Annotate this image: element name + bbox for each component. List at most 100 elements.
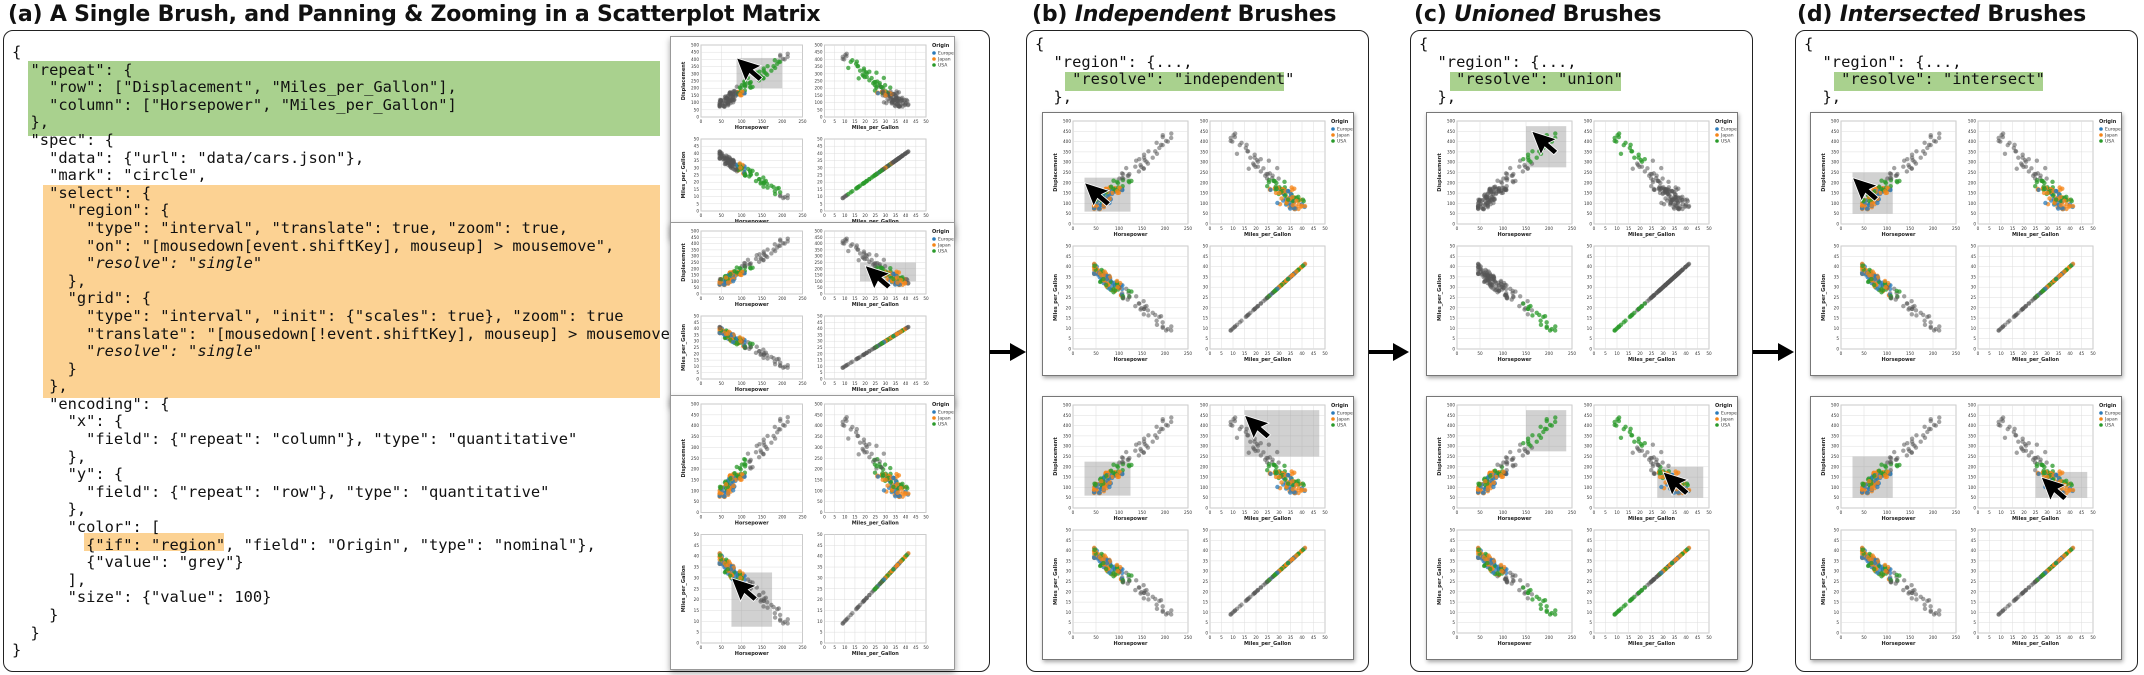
x-tick-label: 0	[1456, 226, 1459, 231]
x-tick-label: 0	[1209, 351, 1212, 356]
scatter-cell[interactable]: 0 5 10 15 20 25 30 35 40 45 5005101520253035404550…	[817, 314, 929, 394]
code-line: "region": {...,	[1035, 52, 1193, 71]
scatter-cell[interactable]: 0 5 10 15 20 25 30 35 40 45 5005101520253035404550…	[1203, 528, 1328, 648]
scatter-cell[interactable]: 0 50 100 150 200 2500501001502002503003504004…	[681, 43, 807, 132]
y-tick-label: 0	[696, 209, 699, 214]
scatter-cell[interactable]: 0 5 10 15 20 25 30 35 40 45 5005010015020025030035…	[1200, 119, 1328, 239]
arrow-b-to-c-head	[1393, 343, 1409, 361]
splom-svg[interactable]: 0 50 100 150 200 2500501001502002503003504004…	[671, 396, 954, 669]
data-point	[778, 237, 783, 242]
x-tick-label: 0	[1209, 635, 1212, 640]
data-point	[747, 459, 752, 464]
scatter-cell[interactable]: 0 50 100 150 200 2500501001502002503003504004…	[1437, 119, 1576, 239]
legend-swatch	[1715, 127, 1719, 131]
splom-svg[interactable]: 0 50 100 150 200 2500501001502002503003504004…	[1427, 397, 1737, 659]
scatter-cell[interactable]: 0 5 10 15 20 25 30 35 40 45 5005101520253035404550…	[817, 137, 929, 226]
scatter-cell[interactable]: 0 5 10 15 20 25 30 35 40 45 5005010015020025030035…	[1584, 403, 1712, 523]
scatter-cell[interactable]: 0 5 10 15 20 25 30 35 40 45 5005010015020025030035…	[1200, 403, 1328, 523]
scatter-cell[interactable]: 0 5 10 15 20 25 30 35 40 45 5005101520253035404550…	[817, 532, 929, 657]
scatter-cell[interactable]: 0 5 10 15 20 25 30 35 40 45 5005010015020025030035…	[815, 402, 929, 527]
data-point	[717, 150, 723, 156]
splom-svg[interactable]: 0 50 100 150 200 2500501001502002503003504004…	[1427, 113, 1737, 375]
y-tick-label: 250	[691, 456, 699, 461]
data-point	[879, 465, 884, 470]
scatter-cell[interactable]: 0 50 100 150 200 2500501001502002503003504004…	[1053, 119, 1192, 239]
data-point	[1255, 159, 1261, 164]
data-point	[771, 64, 776, 69]
splom-svg[interactable]: 0 50 100 150 200 2500501001502002503003504004…	[671, 37, 954, 237]
data-point	[753, 256, 759, 262]
x-tick-label: 25	[873, 119, 879, 124]
data-point	[717, 561, 722, 566]
y-tick-label: 10	[817, 364, 823, 369]
section-c-emphasis: Unioned	[1454, 2, 1556, 27]
splom-c-bottom[interactable]: 0 50 100 150 200 250 0 50 100 150 200 250 300 350 400 4…	[1426, 396, 1738, 660]
data-point	[1141, 312, 1147, 317]
splom-svg[interactable]: 0 50 100 150 200 2500501001502002503003504004…	[671, 223, 954, 405]
y-tick-label: 0	[1205, 631, 1208, 636]
data-point	[1283, 476, 1288, 481]
scatter-cell[interactable]: 0 5 10 15 20 25 30 35 40 45 5005010015020025030035…	[1584, 119, 1712, 239]
scatter-cell[interactable]: 0 50 100 150 200 2500501001502002503003504004…	[1053, 403, 1192, 523]
data-point	[717, 325, 723, 331]
scatter-cell[interactable]: 05010015020025005101520253035404550Horse…	[681, 137, 807, 226]
x-tick-label: 40	[1683, 351, 1689, 356]
y-tick-label: 250	[691, 260, 699, 265]
x-tick-label: 30	[883, 515, 889, 520]
y-tick-label: 200	[1584, 464, 1592, 469]
y-tick-label: 25	[1203, 579, 1209, 584]
x-tick-label: 50	[1477, 226, 1483, 231]
data-point	[743, 82, 748, 88]
data-point	[1137, 440, 1142, 446]
y-tick-label: 150	[691, 93, 699, 98]
data-point	[1649, 184, 1654, 189]
data-point	[1547, 328, 1553, 333]
data-point	[1264, 176, 1270, 181]
data-point	[748, 579, 753, 585]
x-tick-label: 50	[923, 213, 929, 218]
y-tick-label: 45	[1203, 254, 1209, 259]
data-point	[1509, 297, 1514, 302]
splom-svg[interactable]: 0 50 100 150 200 2500501001502002503003504004…	[1043, 397, 1353, 659]
splom-a-original[interactable]: 0 50 100 150 200 250 0 50 100 150 200 250 300 350 400 4…	[670, 36, 955, 238]
scatter-cell[interactable]: 0 5 10 15 20 25 30 35 40 45 5005101520253035404550…	[1587, 244, 1712, 364]
scatter-cell[interactable]: 0 5 10 15 20 25 30 35 40 45 5005101520253035404550…	[1203, 244, 1328, 364]
splom-a-brushed[interactable]: 0 50 100 150 200 250 0 50 100 150 200 250 300 350 400 4…	[670, 222, 955, 406]
splom-c-top[interactable]: 0 50 100 150 200 250 0 50 100 150 200 250 300 350 400 4…	[1426, 112, 1738, 376]
y-tick-label: 0	[696, 377, 699, 382]
scatter-cell[interactable]: 0 5 10 15 20 25 30 35 40 45 5005010015020025030035…	[815, 43, 929, 132]
data-point	[1248, 310, 1253, 316]
data-point	[1542, 426, 1548, 432]
y-tick-label: 15	[1066, 316, 1072, 321]
x-tick-label: 100	[738, 381, 746, 386]
splom-b-bottom[interactable]: 0 50 100 150 200 250 0 50 100 150 200 250 300 350 400 4…	[1042, 396, 1354, 660]
data-point	[1495, 470, 1500, 475]
data-point	[1141, 298, 1146, 304]
x-tick-label: 5	[833, 515, 836, 520]
y-tick-label: 400	[691, 241, 699, 246]
data-point	[1117, 469, 1122, 474]
x-tick-label: 30	[1276, 635, 1282, 640]
x-tick-label: 5	[1220, 635, 1223, 640]
data-point	[1273, 190, 1279, 196]
splom-a-zoomed[interactable]: 0 50 100 150 200 250 0 50 100 150 200 250 300 350 400 4…	[670, 395, 955, 670]
data-point	[1107, 196, 1112, 202]
data-point	[881, 257, 887, 263]
scatter-cell[interactable]: 0 5 10 15 20 25 30 35 40 45 5005010015020025030035…	[815, 229, 929, 309]
x-axis-label: Miles_per_Gallon	[1628, 516, 1676, 522]
data-point	[855, 433, 861, 439]
data-point	[1255, 587, 1261, 593]
scatter-cell[interactable]: 0 50 100 150 200 2500501001502002503003504004…	[681, 229, 807, 309]
splom-b-top[interactable]: 0 50 100 150 200 250 0 50 100 150 200 250 300 350 400 4…	[1042, 112, 1354, 376]
splom-svg[interactable]: 0 50 100 150 200 2500501001502002503003504004…	[1043, 113, 1353, 375]
scatter-cell[interactable]: 0 50 100 150 200 2500501001502002503003504004…	[681, 402, 807, 527]
data-point	[777, 612, 783, 618]
scatter-cell[interactable]: 0 50 100 150 200 2500501001502002503003504004…	[1437, 403, 1576, 523]
